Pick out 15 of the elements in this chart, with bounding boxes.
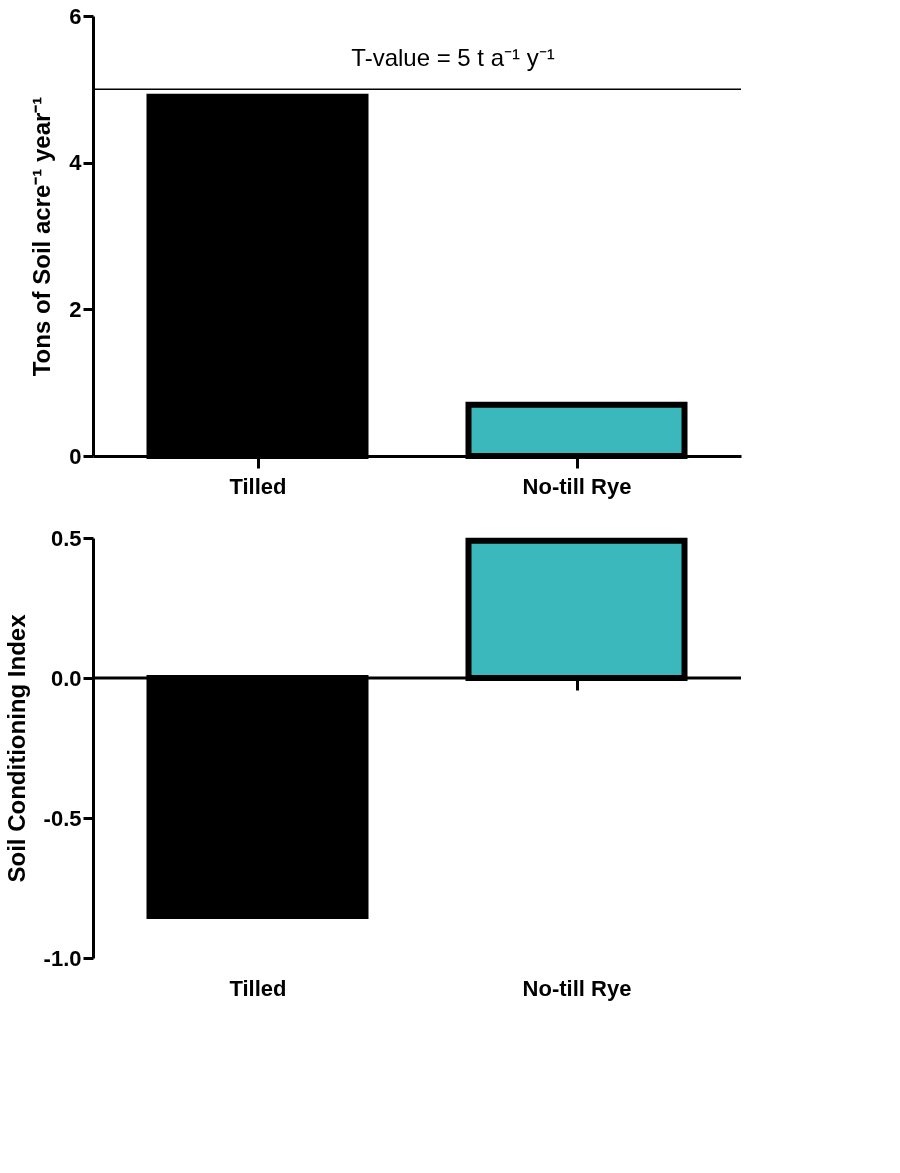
y-axis-title: Tons of Soil acre⁻¹ year⁻¹	[28, 96, 56, 377]
y-tick-label: 0.5	[50, 525, 82, 551]
x-tick-label: Tilled	[229, 473, 287, 499]
x-tick-label: No-till Rye	[522, 975, 632, 1001]
y-tick-label: 2	[69, 296, 82, 322]
y-tick-label: 0	[69, 443, 82, 469]
ref-line-label: T-value = 5 t a⁻¹ y⁻¹	[351, 44, 555, 72]
y-tick-label: 4	[69, 150, 83, 176]
y-tick-label: 0.0	[50, 665, 82, 691]
y-tick-label: -0.5	[43, 805, 82, 831]
x-tick-label: No-till Rye	[522, 473, 632, 499]
y-axis-title: Soil Conditioning Index	[2, 613, 30, 883]
y-tick-label: -1.0	[43, 945, 82, 971]
x-tick-label: Tilled	[229, 975, 287, 1001]
y-tick-label: 6	[69, 3, 82, 29]
